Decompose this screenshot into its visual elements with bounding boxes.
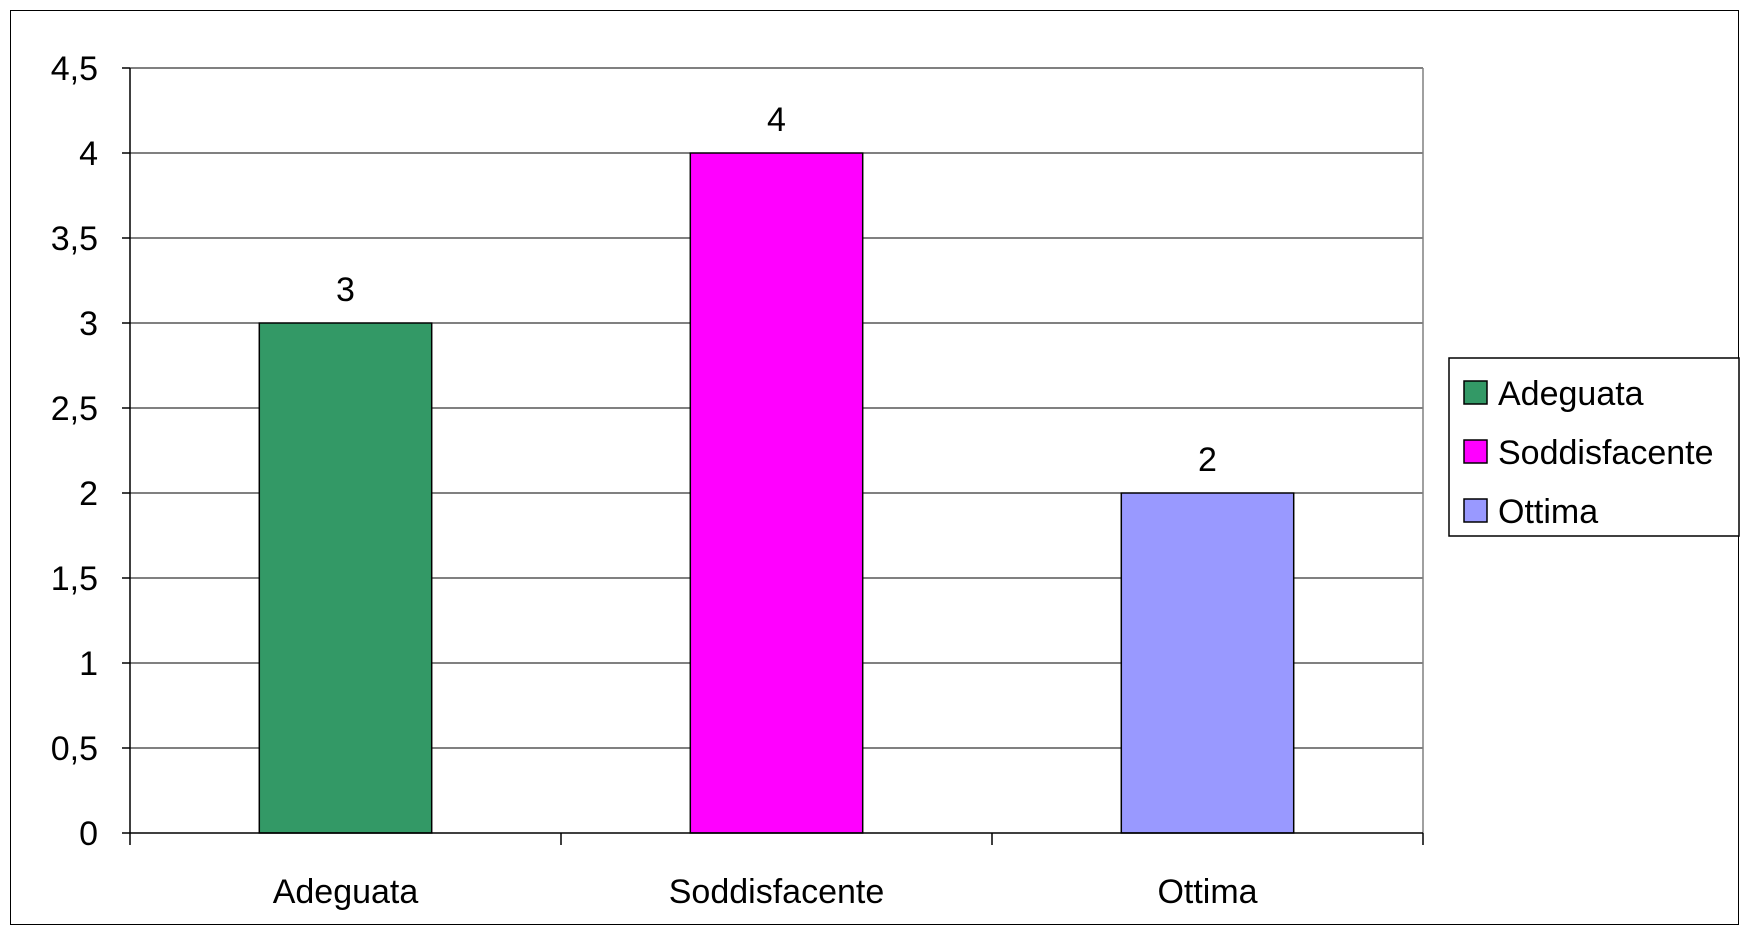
y-tick-label: 3 (79, 305, 98, 343)
data-label: 2 (1198, 441, 1217, 479)
legend-label: Ottima (1498, 493, 1598, 531)
data-labels: 3 4 2 (336, 101, 1217, 479)
y-tick-label: 1,5 (51, 560, 98, 598)
y-tick-label: 2 (79, 475, 98, 513)
legend-label: Soddisfacente (1498, 434, 1714, 472)
y-tick-label: 1 (79, 645, 98, 683)
legend-swatch (1463, 380, 1488, 405)
bar (258, 322, 433, 834)
data-label: 4 (767, 101, 786, 139)
y-tick-label: 0,5 (51, 730, 98, 768)
legend-label: Adeguata (1498, 375, 1644, 413)
y-axis-tick-labels: 0 0,5 1 1,5 2 2,5 3 3,5 4 4,5 (51, 50, 98, 853)
y-tick-label: 4,5 (51, 50, 98, 88)
legend: Adeguata Soddisfacente Ottima (1448, 357, 1740, 537)
x-tick-label: Adeguata (273, 873, 419, 911)
x-axis-tick-labels: Adeguata Soddisfacente Ottima (273, 873, 1258, 911)
y-tick-label: 2,5 (51, 390, 98, 428)
bar (1120, 492, 1295, 834)
legend-box (1448, 357, 1740, 537)
axes (122, 67, 1424, 845)
y-tick-label: 3,5 (51, 220, 98, 258)
bars (258, 152, 1295, 834)
x-tick-label: Soddisfacente (669, 873, 885, 911)
y-tick-label: 4 (79, 135, 98, 173)
y-tick-label: 0 (79, 815, 98, 853)
data-label: 3 (336, 271, 355, 309)
x-tick-label: Ottima (1157, 873, 1257, 911)
legend-swatch (1463, 498, 1488, 523)
bar (689, 152, 864, 834)
legend-swatch (1463, 439, 1488, 464)
